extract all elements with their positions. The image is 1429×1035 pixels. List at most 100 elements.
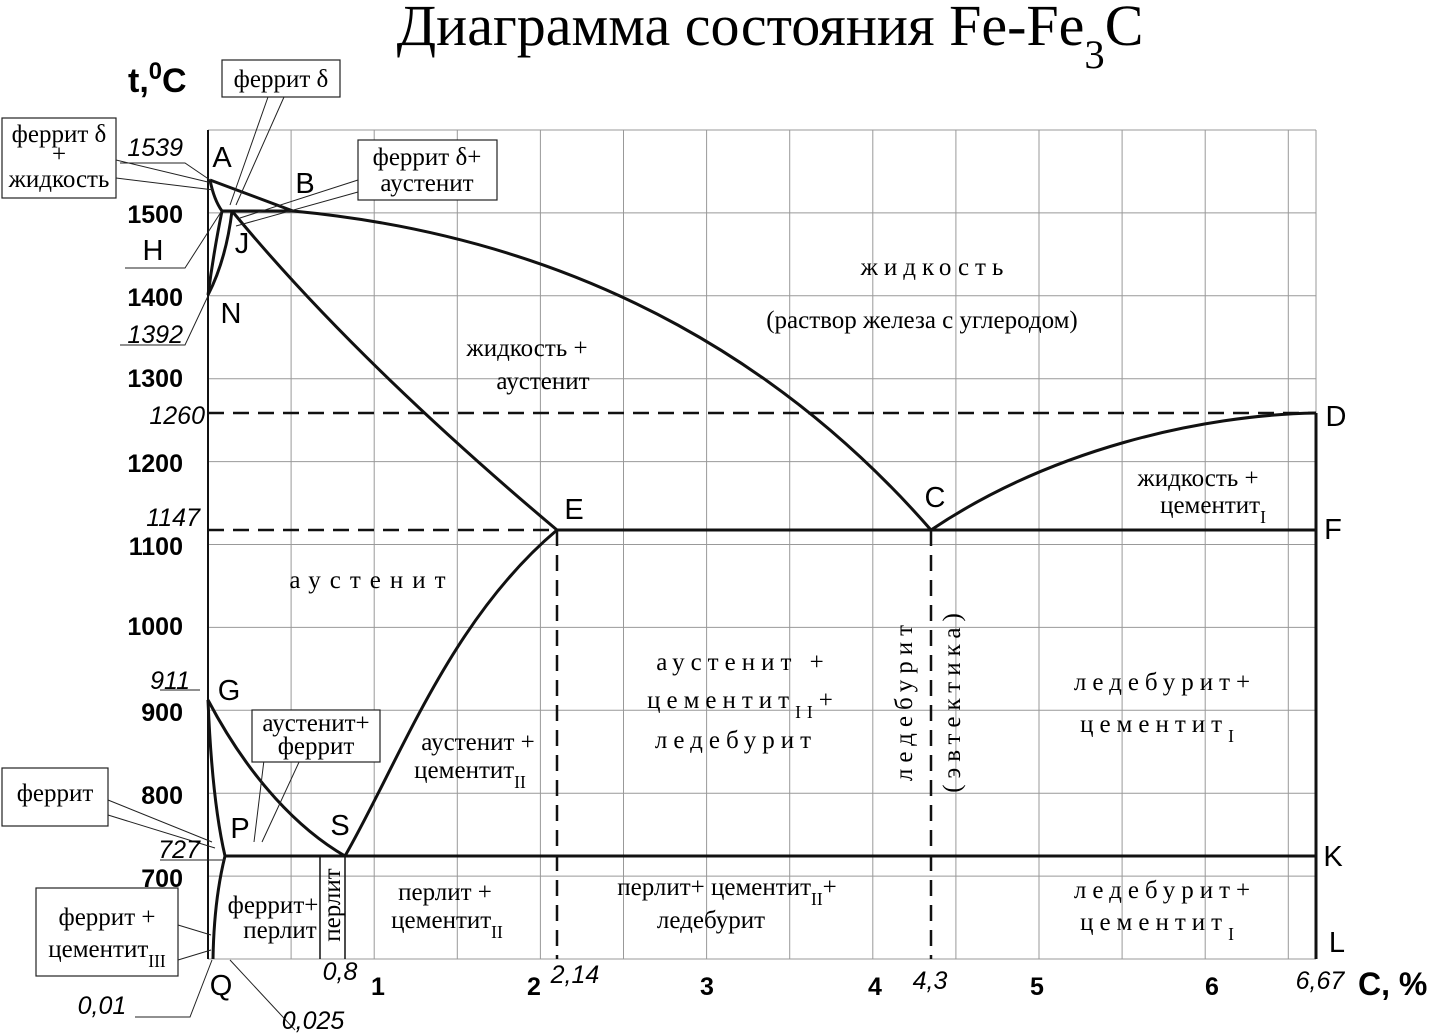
x-tick-label: 2 <box>527 973 541 1001</box>
region-label-part: аустенит + <box>656 649 829 676</box>
phase-lines-item <box>206 210 224 296</box>
phase-lines-item <box>930 411 1317 532</box>
region-label-part: жидкость <box>860 254 1010 281</box>
y-axis-label-part: C <box>162 62 187 100</box>
x-axis-label: C, % <box>1358 966 1427 1002</box>
point-label: N <box>221 298 242 330</box>
point-label: H <box>143 235 164 267</box>
callout-label: феррит δ+ <box>373 144 482 171</box>
phase-lines-item <box>208 179 293 213</box>
point-label: G <box>218 675 241 707</box>
region-label-part: цементит <box>1080 909 1228 936</box>
region-label-part: цементит <box>391 907 491 934</box>
y-axis-label-part: t, <box>128 62 149 100</box>
region-label-part: I <box>1260 507 1266 527</box>
region-label: жидкость + <box>1136 465 1258 492</box>
callout-label: + <box>52 141 66 168</box>
title-part: Диаграмма состояния Fe-Fe <box>397 0 1085 58</box>
region-label: перлит+ цементитII+ <box>617 874 837 909</box>
region-label-part: цементит <box>647 687 795 714</box>
leader-lines-item <box>229 959 296 1031</box>
y-axis-label-part: 0 <box>149 58 162 85</box>
leader-lines-item <box>235 179 359 227</box>
region-label: аустенит + <box>656 649 829 676</box>
point-label: Q <box>210 970 233 1002</box>
point-label: B <box>295 168 314 200</box>
region-label-part: феррит+ <box>228 892 319 919</box>
region-label-part: + <box>823 874 837 901</box>
point-label: A <box>212 142 232 174</box>
phase-lines-item <box>206 210 234 296</box>
region-label-part: перлит <box>319 868 346 942</box>
y-marked-value: 1539 <box>127 134 183 162</box>
x-marked-value: 2,14 <box>550 961 600 989</box>
point-label: P <box>230 813 249 845</box>
x-marked-value: 4,3 <box>913 967 948 995</box>
point-label: D <box>1326 401 1347 433</box>
region-label-part: ледебурит+ <box>1074 877 1256 904</box>
region-label-part: цементит <box>414 757 514 784</box>
grid <box>207 129 1317 960</box>
leader-lines <box>107 96 359 1031</box>
callout-label: аустенит <box>380 170 473 197</box>
callout-label: аустенит+ <box>262 710 369 737</box>
region-label: аустенит + <box>421 729 534 756</box>
x-marked-value: 0,01 <box>78 992 127 1020</box>
callout-boxes-item <box>221 59 341 98</box>
x-marked-value: 0,025 <box>282 1007 345 1035</box>
region-label: перлит <box>319 868 346 942</box>
region-label: ледебурит <box>891 619 918 781</box>
y-marked-value: 911 <box>150 667 190 695</box>
title-part: C <box>1105 0 1144 58</box>
callout-label-part: феррит δ+ <box>373 144 482 171</box>
region-label-part: II <box>514 772 526 792</box>
region-label: жидкость + <box>465 335 587 362</box>
point-label: K <box>1323 841 1343 873</box>
leader-lines-item <box>229 96 285 206</box>
region-label-part: (эвтектика) <box>939 607 966 793</box>
region-label: ледебурит+ <box>1074 669 1256 696</box>
callout-boxes-item <box>1 117 117 199</box>
region-label-part: перлит + <box>398 879 492 906</box>
callout-label: феррит δ <box>234 66 329 93</box>
region-label: цементитI <box>1160 492 1266 527</box>
region-label-part: (раствор железа с углеродом) <box>766 307 1078 334</box>
phase-lines-item <box>319 856 346 959</box>
callout-label-part: феррит + <box>59 904 156 931</box>
y-tick-label: 900 <box>141 699 183 727</box>
callout-boxes-item <box>357 139 498 201</box>
leader-lines-item <box>120 295 209 346</box>
region-label: перлит <box>243 917 317 944</box>
region-label: ледебурит <box>655 727 817 754</box>
point-label: C <box>925 482 946 514</box>
y-tick-label: 1400 <box>127 284 183 312</box>
region-label-part: + <box>819 687 839 714</box>
y-tick-label: 700 <box>141 865 183 893</box>
callout-label: феррит <box>17 780 94 807</box>
callout-label-part: жидкость <box>8 166 110 193</box>
leader-lines-item <box>115 159 215 191</box>
region-label-part: жидкость + <box>1136 465 1258 492</box>
callout-label: феррит δ <box>12 121 107 148</box>
region-label: (эвтектика) <box>939 607 966 793</box>
y-tick-label: 1200 <box>127 450 183 478</box>
region-label: жидкость <box>860 254 1010 281</box>
region-label-part: II <box>491 922 503 942</box>
phase-lines <box>206 130 1318 960</box>
phase-lines-item <box>206 699 346 858</box>
leader-lines-item <box>107 799 216 849</box>
region-label-part: цементит <box>1160 492 1260 519</box>
region-label-part: II <box>795 702 819 722</box>
callout-label: цементитIII <box>48 936 166 971</box>
leader-lines-item <box>177 924 212 961</box>
region-label-part: ледебурит <box>891 619 918 781</box>
point-label: E <box>564 494 583 526</box>
callout-label: жидкость <box>8 166 110 193</box>
y-tick-label: 1500 <box>127 201 183 229</box>
callout-label-part: феррит δ <box>12 121 107 148</box>
region-label: аустенит <box>496 368 589 395</box>
region-label: феррит+ <box>228 892 319 919</box>
region-label: ледебурит+ <box>1074 877 1256 904</box>
phase-lines-item <box>343 528 558 857</box>
